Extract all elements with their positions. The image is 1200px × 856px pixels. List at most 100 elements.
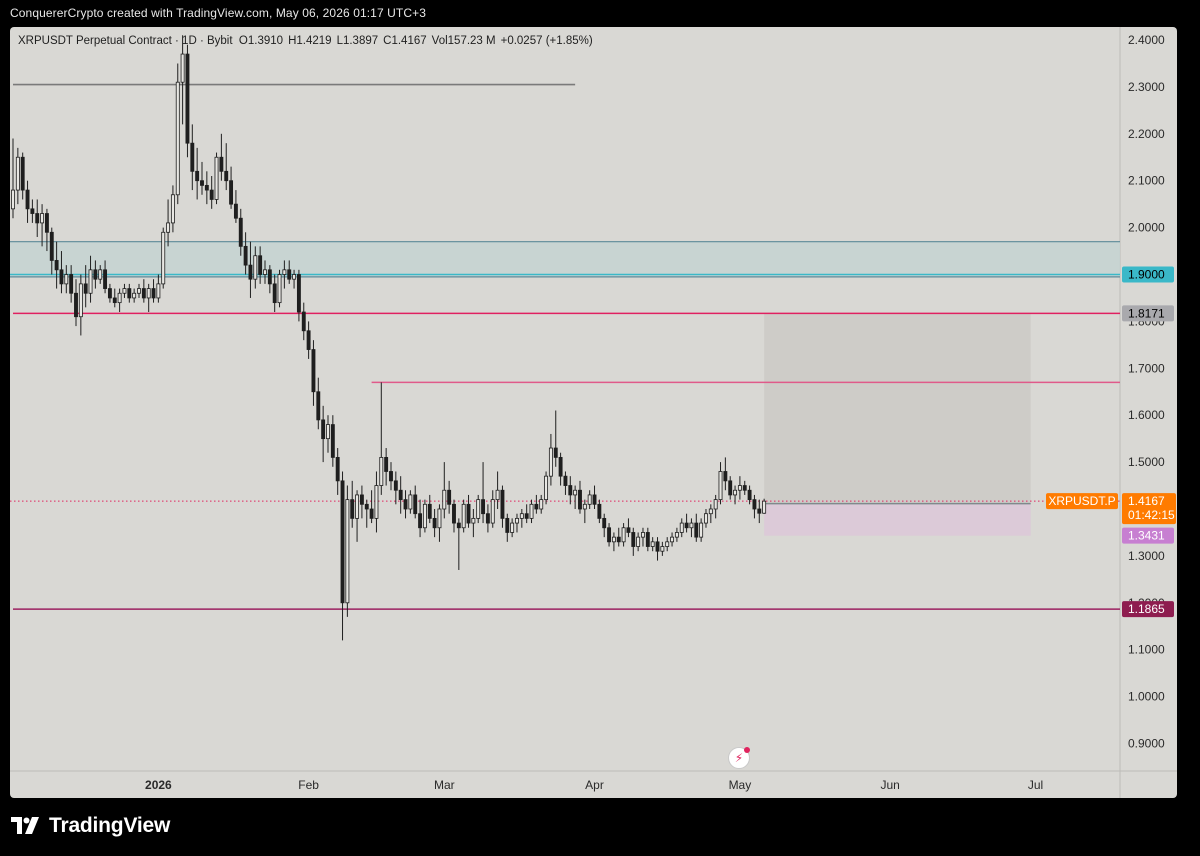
candle	[558, 452, 563, 486]
candle-body	[573, 489, 578, 496]
candle	[122, 283, 127, 298]
candle	[495, 471, 500, 509]
candle-body	[679, 522, 684, 533]
candle-body	[621, 527, 626, 543]
candle	[282, 260, 287, 289]
candle	[519, 509, 524, 528]
candle-body	[524, 513, 529, 519]
candle-body	[631, 532, 636, 547]
symbol-tag: XRPUSDT.P	[1046, 493, 1118, 510]
candle-body	[127, 288, 132, 299]
candle-body	[69, 274, 74, 294]
candle-body	[437, 508, 442, 529]
candle	[267, 265, 272, 294]
candle	[476, 494, 481, 524]
candle	[728, 476, 733, 500]
candle-body	[602, 517, 607, 529]
x-tick-label: Feb	[298, 778, 319, 792]
candle-body	[272, 283, 277, 304]
candle-body	[481, 499, 486, 515]
candle	[364, 499, 369, 528]
candle-body	[393, 480, 398, 491]
candle	[180, 35, 185, 125]
candle	[83, 265, 88, 308]
candle	[742, 480, 747, 495]
candle-body	[166, 222, 171, 233]
candle	[374, 471, 379, 533]
candle	[74, 279, 78, 327]
candle-body	[670, 536, 675, 543]
candle	[723, 457, 728, 491]
candle-body	[422, 503, 427, 529]
candle	[655, 537, 660, 561]
candle-body	[490, 499, 495, 524]
chart-frame[interactable]: 0.90001.00001.10001.20001.30001.40001.50…	[10, 27, 1177, 798]
candle-body	[398, 489, 403, 501]
candle-body	[466, 503, 471, 524]
candle-body	[568, 485, 573, 496]
candle-body	[752, 499, 757, 510]
candle-body	[369, 508, 374, 519]
x-tick-label: Mar	[434, 778, 455, 792]
candle-body	[708, 508, 713, 515]
candle-body	[689, 522, 694, 529]
candle	[524, 504, 529, 524]
candle-body	[607, 527, 612, 543]
candle	[35, 199, 40, 237]
price-label-1.9000: 1.9000	[1122, 266, 1174, 283]
candle-body	[248, 264, 253, 280]
candle	[704, 509, 708, 528]
candle	[490, 490, 495, 528]
candle-body	[704, 513, 708, 524]
candle-body	[582, 503, 587, 510]
candle-body	[742, 485, 747, 491]
candle	[660, 541, 665, 556]
candle	[393, 471, 398, 505]
x-tick-label: Apr	[585, 778, 604, 792]
candle	[107, 283, 112, 303]
candle-body	[253, 255, 258, 280]
price-label-1.1865: 1.1865	[1122, 601, 1174, 618]
candle	[398, 476, 403, 514]
legend-close: 1.4167	[391, 35, 427, 47]
candle-body	[544, 475, 549, 501]
x-tick-label: May	[729, 778, 752, 792]
legend-open: 1.3910	[247, 35, 284, 47]
candle	[141, 279, 146, 303]
candle	[384, 448, 389, 486]
candle-body	[645, 532, 650, 547]
candle-body	[287, 269, 292, 280]
candle	[25, 180, 30, 223]
candle-body	[364, 503, 369, 510]
candle	[757, 499, 762, 524]
candle-body	[432, 517, 437, 529]
candle-body	[529, 503, 534, 519]
price-label-1.3431: 1.3431	[1122, 527, 1174, 544]
candle	[78, 274, 83, 336]
candle-body	[345, 499, 350, 604]
candle-body	[389, 471, 393, 482]
candle	[117, 288, 122, 313]
candle	[626, 518, 631, 538]
candle-body	[636, 536, 641, 547]
candle-body	[112, 297, 117, 304]
candle-body	[505, 517, 510, 533]
candle-body	[718, 471, 723, 501]
candle	[200, 161, 204, 195]
candle-body	[408, 494, 413, 510]
candle	[471, 509, 476, 538]
candle	[461, 499, 466, 533]
candle	[645, 527, 650, 552]
candle-body	[578, 489, 582, 510]
candle	[224, 143, 229, 191]
candle-body	[500, 489, 505, 519]
candle-body	[355, 494, 360, 519]
candle-body	[374, 485, 379, 519]
candle-body	[74, 292, 78, 318]
candle	[379, 382, 384, 495]
price-label-bg	[1122, 266, 1174, 283]
candle	[592, 485, 597, 509]
lightning-bolt-icon[interactable]: ⚡	[728, 747, 750, 769]
price-chart[interactable]: 0.90001.00001.10001.20001.30001.40001.50…	[10, 27, 1177, 798]
y-tick-label: 2.4000	[1128, 33, 1165, 47]
